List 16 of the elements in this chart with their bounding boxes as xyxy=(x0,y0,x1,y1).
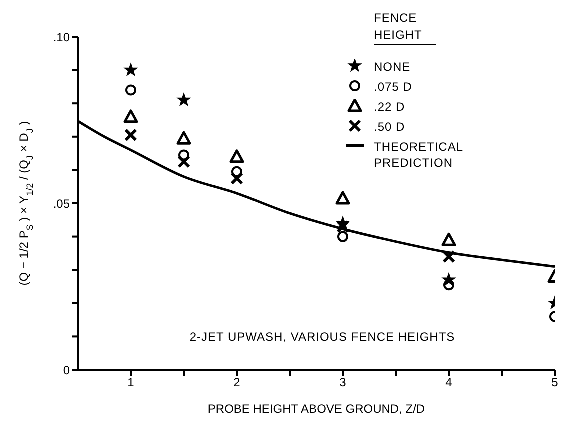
legend-title: FENCE HEIGHT xyxy=(374,10,436,45)
x-tick-label: 1 xyxy=(128,376,135,390)
x-tick-label: 2 xyxy=(234,376,241,390)
legend-label: .22 D xyxy=(374,99,406,115)
y-tick-label: .10 xyxy=(53,30,70,44)
y-tick-label: .05 xyxy=(53,196,70,211)
legend-label: .075 D xyxy=(374,79,412,95)
x-tick-label: 3 xyxy=(340,376,347,390)
y-tick-label: 0 xyxy=(63,363,70,378)
x-tick-label: 5 xyxy=(552,376,559,390)
x-axis-title: PROBE HEIGHT ABOVE GROUND, Z/D xyxy=(208,402,426,416)
legend-label: NONE xyxy=(374,59,411,75)
legend-label: THEORETICAL PREDICTION xyxy=(374,139,464,171)
x-tick-label: 4 xyxy=(446,376,453,390)
legend-label: .50 D xyxy=(374,119,406,135)
annotation: 2-JET UPWASH, VARIOUS FENCE HEIGHTS xyxy=(188,330,456,344)
